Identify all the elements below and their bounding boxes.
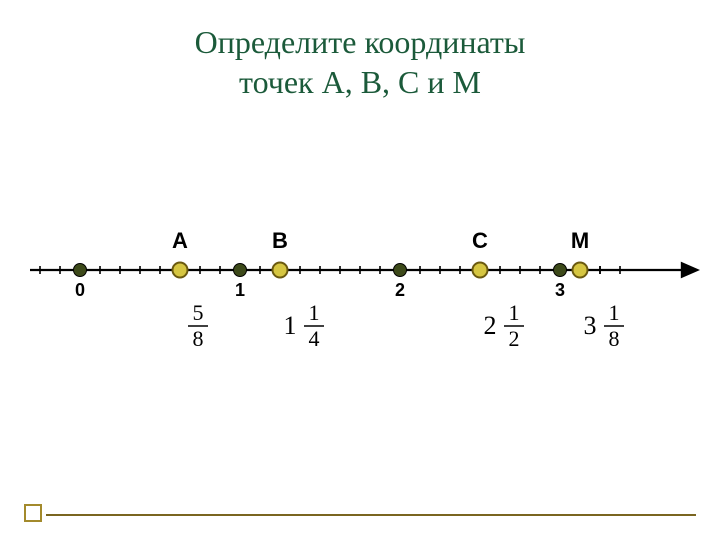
fraction-numerator: 1 — [309, 300, 320, 325]
number-line-diagram: АВСМ012358114212318 — [0, 200, 720, 400]
point-label: А — [172, 228, 188, 253]
fraction-denominator: 8 — [193, 326, 204, 351]
integer-label: 0 — [75, 280, 85, 300]
point-label: В — [272, 228, 288, 253]
integer-label: 1 — [235, 280, 245, 300]
fraction-whole: 1 — [284, 311, 297, 340]
fraction-denominator: 8 — [609, 326, 620, 351]
fraction-numerator: 1 — [509, 300, 520, 325]
point-marker — [573, 263, 588, 278]
fraction-denominator: 4 — [309, 326, 320, 351]
point-marker — [473, 263, 488, 278]
footer-line — [46, 514, 696, 516]
slide: Определите координаты точек А, В, С и М … — [0, 0, 720, 540]
point-label: М — [571, 228, 589, 253]
footer-square-icon — [24, 504, 42, 522]
fraction-numerator: 1 — [609, 300, 620, 325]
integer-marker — [554, 264, 567, 277]
integer-label: 3 — [555, 280, 565, 300]
point-marker — [173, 263, 188, 278]
integer-marker — [74, 264, 87, 277]
fraction-numerator: 5 — [193, 300, 204, 325]
point-marker — [273, 263, 288, 278]
title-line-2: точек А, В, С и М — [0, 62, 720, 102]
fraction-denominator: 2 — [509, 326, 520, 351]
fraction-whole: 3 — [584, 311, 597, 340]
integer-marker — [394, 264, 407, 277]
integer-label: 2 — [395, 280, 405, 300]
fraction-whole: 2 — [484, 311, 497, 340]
title-line-1: Определите координаты — [0, 22, 720, 62]
integer-marker — [234, 264, 247, 277]
title-block: Определите координаты точек А, В, С и М — [0, 0, 720, 102]
axis-arrow — [681, 262, 700, 279]
point-label: С — [472, 228, 488, 253]
